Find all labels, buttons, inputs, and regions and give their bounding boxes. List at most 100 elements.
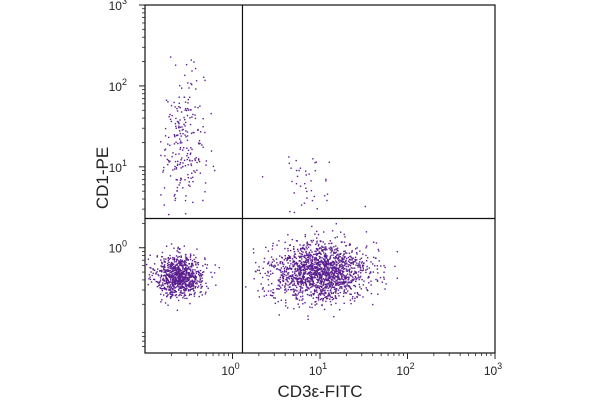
data-point: [338, 283, 341, 286]
data-point: [275, 268, 278, 270]
data-point: [179, 106, 181, 109]
data-point: [179, 132, 182, 135]
data-point: [304, 281, 306, 284]
data-point: [324, 272, 326, 275]
data-point: [170, 295, 173, 298]
data-point: [286, 277, 288, 279]
data-point: [308, 243, 310, 246]
data-point: [183, 277, 185, 279]
data-point: [314, 170, 317, 172]
data-point: [348, 285, 350, 287]
data-point: [163, 261, 165, 263]
data-point: [329, 256, 332, 259]
data-point: [163, 258, 165, 260]
data-point: [318, 243, 320, 246]
data-point: [172, 294, 174, 296]
data-point: [292, 248, 295, 250]
data-point: [321, 289, 324, 291]
data-point: [299, 288, 302, 291]
data-point: [165, 292, 167, 294]
data-point: [292, 260, 295, 263]
data-point: [383, 278, 385, 280]
data-point: [184, 118, 186, 121]
data-point: [305, 271, 307, 273]
data-point: [183, 261, 185, 263]
data-point: [336, 272, 338, 275]
data-point: [306, 286, 308, 288]
data-point: [155, 273, 157, 275]
data-point: [185, 288, 187, 290]
data-point: [311, 286, 313, 288]
data-point: [172, 285, 174, 287]
data-point: [179, 182, 181, 184]
data-point: [173, 285, 175, 288]
data-point: [178, 277, 180, 280]
data-point: [269, 270, 272, 272]
data-point: [313, 258, 315, 261]
data-point: [298, 281, 300, 283]
data-point: [284, 289, 286, 291]
data-point: [316, 242, 318, 244]
data-point: [354, 260, 357, 262]
data-point: [336, 281, 339, 283]
data-point: [316, 240, 318, 243]
data-point: [329, 271, 332, 274]
data-point: [305, 187, 307, 189]
data-point: [190, 283, 192, 285]
data-point: [313, 263, 315, 266]
data-point: [288, 286, 291, 288]
data-point: [379, 276, 382, 279]
data-point: [187, 284, 190, 286]
data-point: [304, 269, 306, 272]
data-point: [176, 110, 179, 112]
data-point: [187, 277, 189, 280]
data-point: [195, 278, 197, 281]
data-point: [305, 282, 307, 284]
data-point: [396, 250, 398, 253]
data-point: [359, 277, 361, 279]
data-point: [205, 291, 207, 293]
data-point: [179, 138, 181, 140]
data-point: [309, 280, 311, 282]
data-point: [164, 261, 167, 263]
data-point: [302, 303, 304, 305]
data-point: [194, 114, 196, 116]
data-point: [329, 295, 331, 297]
data-point: [300, 262, 302, 264]
data-point: [294, 262, 296, 264]
data-point: [192, 288, 194, 290]
data-point: [329, 286, 331, 288]
data-point: [333, 274, 335, 276]
data-point: [366, 265, 368, 268]
data-point: [320, 291, 323, 294]
data-point: [296, 264, 298, 266]
data-point: [342, 274, 344, 276]
data-point: [297, 278, 300, 280]
data-point: [175, 153, 177, 156]
data-point: [284, 291, 286, 294]
data-point: [174, 276, 177, 279]
data-point: [278, 240, 280, 242]
data-point: [176, 309, 179, 312]
data-point: [326, 263, 329, 266]
data-point: [269, 264, 271, 267]
data-point: [345, 265, 347, 268]
data-point: [338, 270, 340, 272]
data-point: [185, 282, 187, 284]
data-point: [325, 297, 328, 300]
data-point: [148, 273, 151, 276]
data-point: [174, 165, 176, 168]
data-point: [173, 101, 175, 104]
data-point: [316, 281, 318, 284]
data-point: [323, 246, 325, 248]
data-point: [179, 282, 182, 284]
data-point: [336, 279, 339, 281]
data-point: [182, 280, 185, 282]
x-tick-label: 103: [484, 361, 502, 378]
data-point: [272, 258, 274, 261]
data-point: [182, 289, 185, 291]
data-point: [319, 261, 322, 263]
data-point: [332, 279, 334, 281]
data-point: [162, 282, 164, 284]
data-point: [329, 262, 331, 265]
